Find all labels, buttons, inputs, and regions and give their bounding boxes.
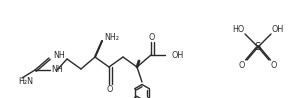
Text: O: O [271,62,277,70]
Text: OH: OH [272,24,284,34]
Text: NH: NH [51,65,63,74]
Text: NH₂: NH₂ [104,33,119,41]
Text: O: O [107,84,113,93]
Text: NH: NH [53,50,65,59]
Text: H₂N: H₂N [18,77,33,85]
Text: HO: HO [232,24,244,34]
Text: O: O [149,33,155,41]
Text: OH: OH [171,50,183,59]
Text: O: O [239,62,245,70]
Text: S: S [255,42,261,52]
